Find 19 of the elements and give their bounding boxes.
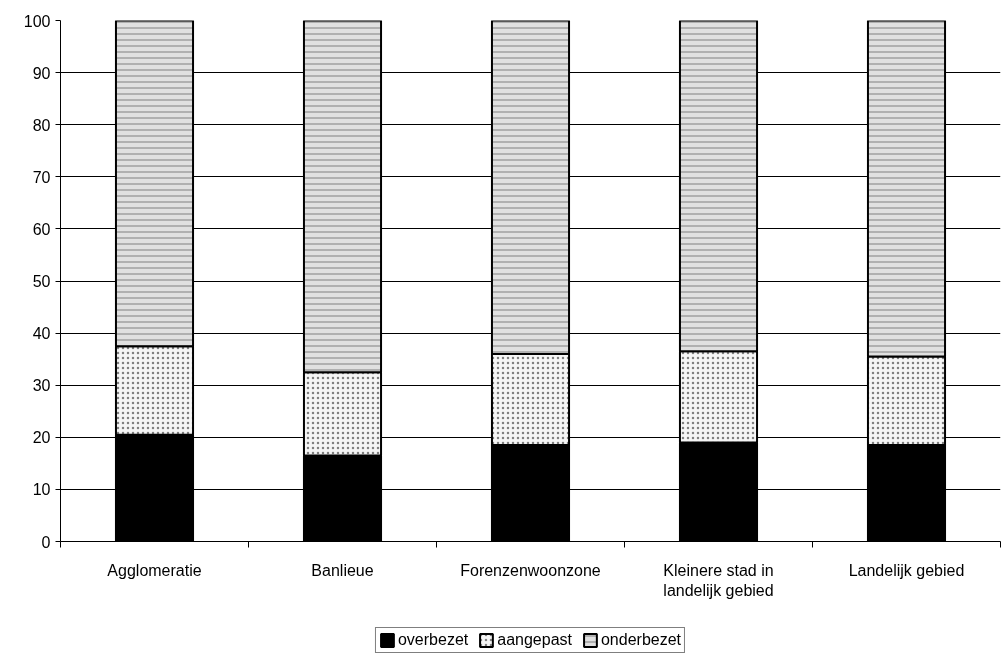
- x-tick-label: Agglomeratie: [107, 561, 202, 579]
- y-tick-label: 80: [32, 116, 51, 134]
- x-tick-label: Banlieue: [311, 561, 374, 579]
- y-tick-label: 90: [32, 64, 51, 82]
- y-tick-label: 100: [23, 12, 51, 30]
- y-tick-label: 30: [32, 377, 51, 395]
- x-tick-label: Forenzenwoonzone: [460, 561, 601, 579]
- legend-label: aangepast: [497, 631, 572, 649]
- y-tick-label: 10: [32, 481, 51, 499]
- x-tick-label: Kleinere stad in landelijk gebied: [663, 561, 774, 599]
- legend-label: onderbezet: [600, 631, 682, 649]
- y-tick-label: 60: [32, 220, 51, 238]
- y-tick-label: 40: [32, 325, 51, 343]
- y-tick-label: 0: [41, 533, 51, 551]
- y-tick-label: 50: [32, 273, 51, 290]
- legend-label: overbezet: [397, 631, 469, 649]
- y-tick-label: 70: [32, 168, 51, 186]
- x-tick-label: Landelijk gebied: [848, 561, 965, 579]
- y-tick-label: 20: [32, 429, 51, 447]
